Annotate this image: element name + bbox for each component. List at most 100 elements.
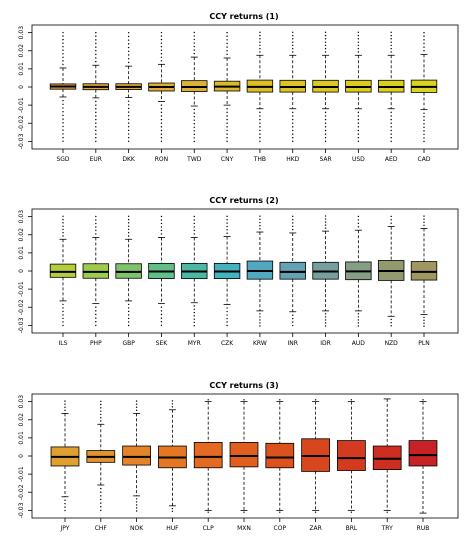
x-tick-label: ZAR	[309, 525, 321, 532]
outlier-point	[193, 49, 195, 51]
x-tick-label: USD	[352, 156, 365, 163]
outlier-point	[127, 228, 130, 231]
outlier-point	[357, 313, 360, 315]
outlier-point	[127, 35, 130, 38]
outlier-point	[95, 31, 97, 34]
outlier-point	[62, 103, 64, 106]
outlier-point	[62, 222, 64, 224]
outlier-point	[324, 322, 327, 324]
box-aud	[345, 215, 372, 327]
outlier-point	[357, 226, 360, 228]
outlier-point	[193, 35, 195, 37]
y-tick-label: -0.02	[18, 299, 25, 315]
outlier-point	[62, 107, 64, 109]
outlier-point	[390, 137, 392, 139]
outlier-point	[226, 317, 228, 320]
outlier-point	[292, 324, 294, 327]
outlier-point	[243, 399, 245, 401]
outlier-point	[160, 53, 163, 55]
box-iqr	[408, 440, 438, 467]
outlier-point	[95, 310, 97, 312]
outlier-point	[226, 111, 228, 114]
outlier-point	[207, 511, 209, 513]
outlier-point	[390, 122, 392, 124]
outlier-point	[127, 310, 130, 313]
outlier-point	[423, 39, 425, 41]
y-tick-label: 0.03	[18, 210, 25, 224]
box-czk	[213, 215, 241, 327]
outlier-point	[390, 129, 392, 132]
outlier-point	[95, 317, 97, 319]
outlier-point	[259, 218, 261, 221]
box-iqr	[122, 445, 151, 466]
outlier-point	[193, 108, 195, 111]
outlier-point	[357, 133, 360, 135]
outlier-point	[226, 108, 228, 110]
x-tick-label: TWD	[186, 156, 202, 163]
outlier-point	[357, 118, 360, 121]
outlier-point	[193, 112, 195, 114]
outlier-point	[386, 511, 388, 513]
outlier-point	[62, 63, 64, 66]
y-tick-label: -0.03	[18, 317, 25, 333]
y-tick-label: -0.03	[18, 502, 25, 518]
y-tick-label: 0	[18, 85, 25, 89]
outlier-point	[357, 111, 360, 114]
outlier-point	[423, 50, 425, 52]
outlier-point	[324, 224, 327, 226]
outlier-point	[259, 137, 261, 139]
outlier-point	[226, 50, 228, 52]
outlier-point	[193, 31, 195, 34]
box-jpy	[50, 400, 80, 512]
outlier-point	[259, 228, 261, 230]
outlier-point	[100, 506, 102, 508]
outlier-point	[226, 232, 228, 234]
outlier-point	[127, 218, 130, 221]
outlier-point	[171, 510, 174, 512]
outlier-point	[95, 129, 97, 132]
outlier-point	[226, 222, 228, 224]
outlier-point	[259, 224, 261, 227]
plot-frame	[31, 208, 459, 334]
x-tick-label: BRL	[346, 525, 358, 532]
outlier-point	[390, 219, 392, 221]
outlier-point	[193, 315, 195, 317]
outlier-point	[100, 403, 102, 406]
outlier-point	[423, 35, 425, 37]
outlier-point	[95, 226, 97, 228]
outlier-point	[193, 45, 195, 48]
box-try	[372, 398, 402, 513]
outlier-point	[95, 118, 97, 121]
outlier-point	[259, 34, 261, 37]
outlier-point	[292, 111, 294, 114]
chart-title-2: CCY returns (2)	[209, 196, 278, 205]
outlier-point	[160, 31, 163, 34]
outlier-point	[226, 229, 228, 231]
outlier-point	[171, 507, 174, 510]
outlier-point	[423, 119, 425, 121]
outlier-point	[95, 222, 97, 225]
box-pln	[410, 215, 438, 327]
x-tick-label: SEK	[156, 340, 169, 347]
plot-frame	[31, 24, 459, 150]
outlier-point	[127, 126, 130, 128]
box-thb	[246, 31, 274, 143]
outlier-point	[390, 31, 392, 33]
box-iqr	[337, 440, 366, 471]
outlier-point	[357, 222, 360, 225]
outlier-point	[226, 31, 228, 34]
outlier-point	[127, 50, 130, 52]
outlier-point	[292, 38, 294, 40]
outlier-point	[193, 229, 195, 232]
box-ils	[49, 215, 77, 327]
outlier-point	[226, 133, 228, 135]
outlier-point	[259, 115, 261, 117]
outlier-point	[390, 115, 392, 117]
box-dkk	[115, 32, 142, 143]
outlier-point	[127, 307, 130, 309]
outlier-point	[292, 51, 294, 53]
outlier-point	[127, 140, 130, 143]
y-tick-label: 0.01	[18, 431, 25, 445]
outlier-point	[127, 32, 130, 34]
outlier-point	[100, 495, 102, 497]
